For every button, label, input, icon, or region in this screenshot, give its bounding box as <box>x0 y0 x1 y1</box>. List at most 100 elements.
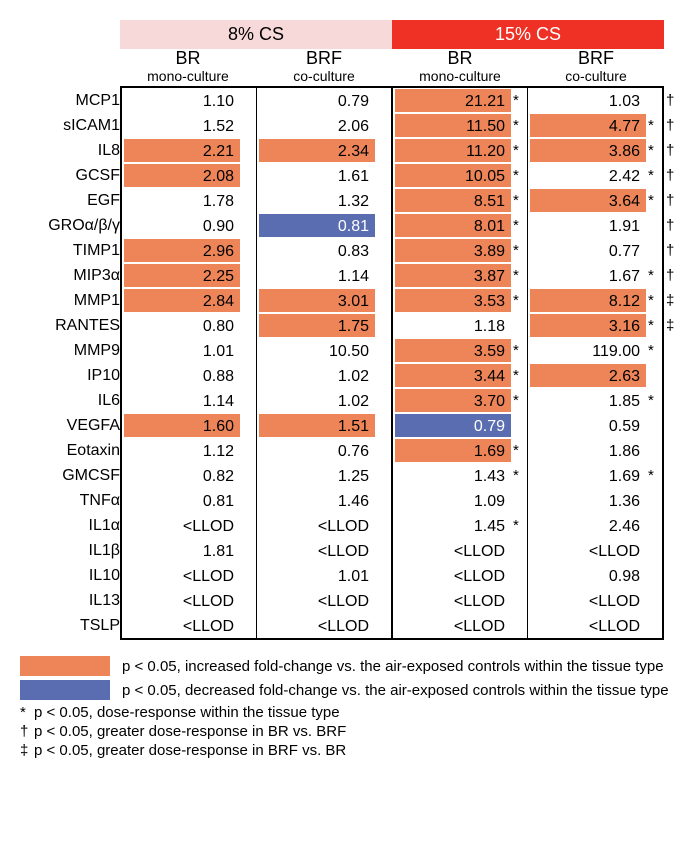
cell-value: 1.14 <box>124 389 240 412</box>
row-significance-mark: ‡ <box>664 288 682 313</box>
row-label: IL1α <box>20 513 126 538</box>
cell-value: 8.12 <box>530 289 646 312</box>
row-significance-mark: † <box>664 263 682 288</box>
significance-star <box>377 613 391 638</box>
cell-value: <LLOD <box>395 589 511 612</box>
cell-value: <LLOD <box>124 614 240 637</box>
cell-value: 1.12 <box>124 439 240 462</box>
significance-star <box>648 413 662 438</box>
row-label: IL8 <box>20 138 126 163</box>
row-label: IP10 <box>20 363 126 388</box>
cell-value: 1.32 <box>259 189 375 212</box>
significance-star <box>648 213 662 238</box>
table-row: 2.212.3411.20*3.86* <box>120 138 664 163</box>
group-header-row: 8% CS 15% CS <box>20 20 680 49</box>
cell-value: 1.01 <box>259 564 375 587</box>
cell-value: <LLOD <box>124 589 240 612</box>
cell-value: 1.36 <box>530 489 646 512</box>
row-label: VEGFA <box>20 413 126 438</box>
significance-star <box>377 88 391 113</box>
cell-value: 3.89 <box>395 239 511 262</box>
significance-star: * <box>513 188 527 213</box>
significance-star: * <box>648 138 662 163</box>
significance-star <box>513 613 527 638</box>
cell-value: 1.14 <box>259 264 375 287</box>
significance-star <box>242 513 256 538</box>
significance-star: * <box>513 213 527 238</box>
cell-value: 1.86 <box>530 439 646 462</box>
cell-value: 1.52 <box>124 114 240 137</box>
legend-swatch-decrease <box>20 680 110 700</box>
significance-star: * <box>648 463 662 488</box>
table-row: 1.100.7921.21*1.03 <box>120 88 664 113</box>
table-row: 1.141.023.70*1.85* <box>120 388 664 413</box>
significance-star <box>242 363 256 388</box>
significance-star <box>648 588 662 613</box>
cell-value: 8.51 <box>395 189 511 212</box>
significance-star <box>648 363 662 388</box>
significance-star <box>648 513 662 538</box>
cell-value: <LLOD <box>259 614 375 637</box>
significance-star: * <box>513 288 527 313</box>
cell-value: 1.61 <box>259 164 375 187</box>
significance-star <box>377 463 391 488</box>
cell-value: 1.91 <box>530 214 646 237</box>
significance-star <box>242 413 256 438</box>
cell-value: 1.67 <box>530 264 646 287</box>
cell-value: 2.34 <box>259 139 375 162</box>
cell-value: 1.02 <box>259 364 375 387</box>
table-row: 2.081.6110.05*2.42* <box>120 163 664 188</box>
cell-value: 3.59 <box>395 339 511 362</box>
row-label: IL13 <box>20 588 126 613</box>
significance-star <box>377 488 391 513</box>
significance-star <box>242 613 256 638</box>
row-significance-mark: † <box>664 213 682 238</box>
significance-star <box>513 588 527 613</box>
cell-value: 2.84 <box>124 289 240 312</box>
cell-value: 2.06 <box>259 114 375 137</box>
cell-value: 0.79 <box>259 89 375 112</box>
cell-value: 1.81 <box>124 539 240 562</box>
cell-value: 1.01 <box>124 339 240 362</box>
legend-swatch-increase <box>20 656 110 676</box>
cell-value: 0.76 <box>259 439 375 462</box>
significance-star: * <box>648 288 662 313</box>
row-label: IL10 <box>20 563 126 588</box>
cell-value: 1.85 <box>530 389 646 412</box>
table-row: 0.801.751.183.16* <box>120 313 664 338</box>
cell-value: <LLOD <box>395 564 511 587</box>
group-header-15cs: 15% CS <box>392 20 664 49</box>
cell-value: 2.63 <box>530 364 646 387</box>
row-label: TNFα <box>20 488 126 513</box>
significance-star <box>242 188 256 213</box>
significance-star <box>377 438 391 463</box>
cell-value: 0.82 <box>124 464 240 487</box>
significance-star <box>377 363 391 388</box>
cell-value: 2.46 <box>530 514 646 537</box>
cell-value: <LLOD <box>259 589 375 612</box>
fold-change-table: 8% CS 15% CS BRmono-cultureBRFco-culture… <box>20 20 680 759</box>
significance-star: * <box>648 163 662 188</box>
significance-star <box>513 538 527 563</box>
significance-star <box>377 188 391 213</box>
significance-star <box>648 613 662 638</box>
cell-value: 1.46 <box>259 489 375 512</box>
significance-star <box>242 163 256 188</box>
cell-value: 0.80 <box>124 314 240 337</box>
significance-star: * <box>513 388 527 413</box>
significance-star <box>242 288 256 313</box>
cell-value: 3.16 <box>530 314 646 337</box>
significance-star <box>648 438 662 463</box>
cell-value: <LLOD <box>259 539 375 562</box>
significance-star: * <box>648 313 662 338</box>
row-label: GCSF <box>20 163 126 188</box>
table-row: <LLOD1.01<LLOD0.98 <box>120 563 664 588</box>
significance-star <box>377 338 391 363</box>
cell-value: 1.09 <box>395 489 511 512</box>
legend-note: *p < 0.05, dose-response within the tiss… <box>20 704 680 721</box>
table-row: <LLOD<LLOD<LLOD<LLOD <box>120 613 664 638</box>
cell-value: <LLOD <box>395 539 511 562</box>
row-label: Eotaxin <box>20 438 126 463</box>
significance-star <box>377 313 391 338</box>
cell-value: 1.18 <box>395 314 511 337</box>
